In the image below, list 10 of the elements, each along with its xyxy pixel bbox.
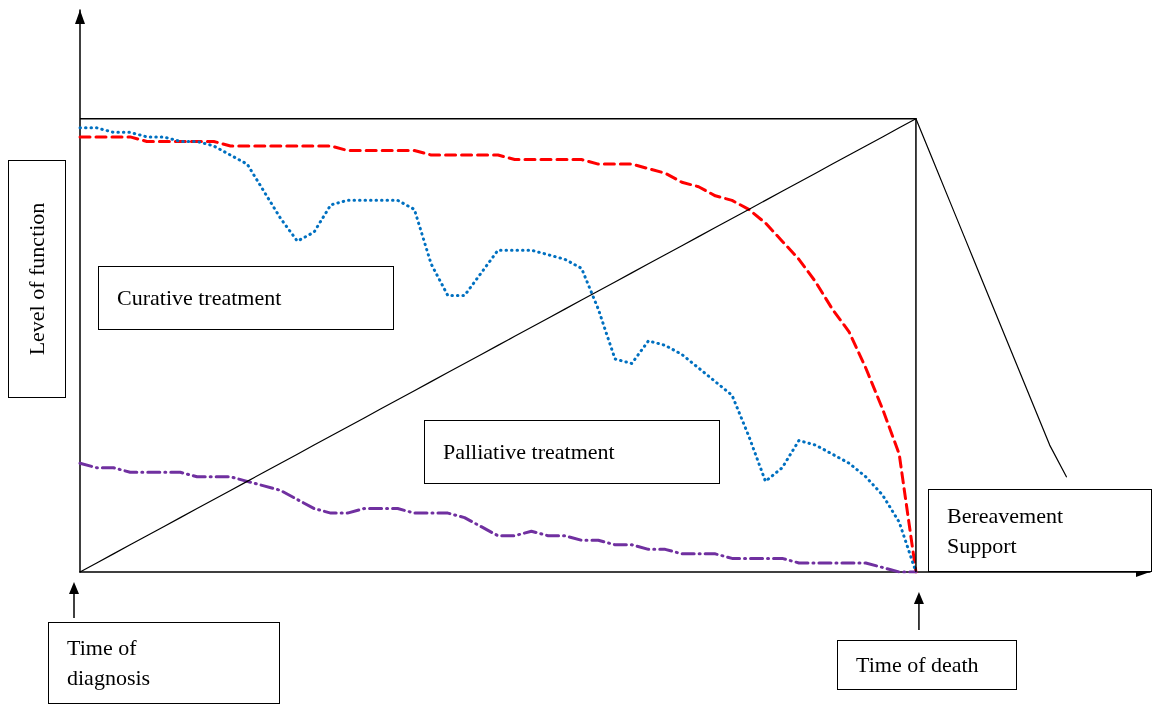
text-box: Palliative treatment bbox=[424, 420, 720, 484]
text-box: Bereavement Support bbox=[928, 489, 1152, 572]
annotation: Bereavement Support bbox=[947, 501, 1065, 560]
annotation: Curative treatment bbox=[117, 284, 282, 312]
text-box: Time of death bbox=[837, 640, 1017, 690]
annotation: Palliative treatment bbox=[443, 438, 615, 466]
y-axis-title: Level of function bbox=[24, 202, 50, 356]
text-box: Curative treatment bbox=[98, 266, 394, 330]
text-box: Time of diagnosis bbox=[48, 622, 280, 704]
text-box: Level of function bbox=[8, 160, 66, 398]
